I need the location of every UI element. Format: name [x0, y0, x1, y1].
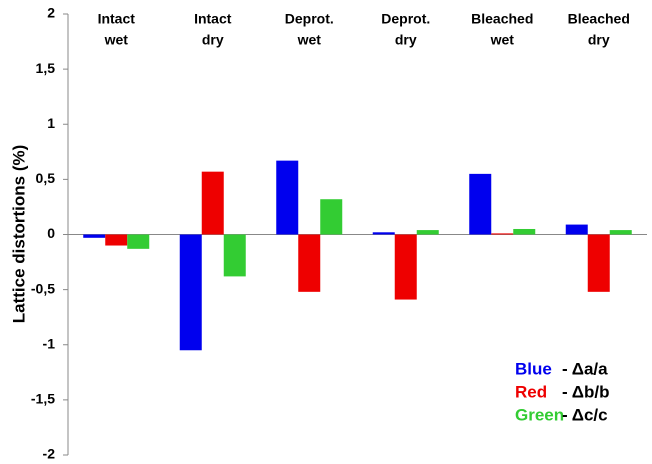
- y-tick-label: -1,5: [31, 391, 55, 407]
- legend-name: Blue: [515, 359, 552, 378]
- y-tick-label: 1: [47, 115, 55, 131]
- bar: [105, 234, 128, 246]
- y-tick-label: 2: [47, 5, 55, 21]
- bar: [469, 173, 492, 235]
- x-category-label: wet: [104, 32, 129, 48]
- y-tick-label: -1: [43, 335, 56, 351]
- x-category-label: Intact: [194, 11, 232, 27]
- x-category-label: dry: [588, 32, 610, 48]
- x-category-label: Deprot.: [285, 11, 334, 27]
- x-category-label: dry: [202, 32, 224, 48]
- y-tick-label: -0,5: [31, 280, 55, 296]
- bar: [513, 228, 536, 235]
- bar: [179, 234, 202, 351]
- legend-name: Green: [515, 405, 564, 424]
- bar: [298, 234, 321, 292]
- bar: [394, 234, 417, 300]
- bar: [565, 224, 588, 235]
- legend-name: Red: [515, 382, 547, 401]
- bar: [276, 160, 299, 235]
- x-category-label: Intact: [98, 11, 136, 27]
- bar: [127, 234, 150, 249]
- bar: [491, 233, 514, 235]
- y-tick-label: -2: [43, 446, 56, 462]
- bar: [83, 234, 106, 238]
- bar: [320, 199, 343, 235]
- x-category-label: Bleached: [471, 11, 533, 27]
- x-category-label: Deprot.: [381, 11, 430, 27]
- y-tick-label: 0,5: [36, 170, 56, 186]
- legend-label: - Δa/a: [562, 359, 608, 378]
- bar: [372, 232, 395, 235]
- bar: [587, 234, 610, 292]
- y-axis-label: Lattice distortions (%): [9, 145, 28, 324]
- bar: [416, 230, 439, 235]
- bar: [223, 234, 246, 277]
- x-category-label: wet: [297, 32, 322, 48]
- legend-label: - Δb/b: [562, 382, 609, 401]
- bar: [609, 230, 632, 235]
- x-category-label: Bleached: [568, 11, 630, 27]
- x-category-label: wet: [490, 32, 515, 48]
- y-tick-label: 0: [47, 225, 55, 241]
- y-tick-label: 1,5: [36, 60, 56, 76]
- x-category-label: dry: [395, 32, 417, 48]
- legend-label: - Δc/c: [562, 405, 608, 424]
- bar: [201, 171, 224, 235]
